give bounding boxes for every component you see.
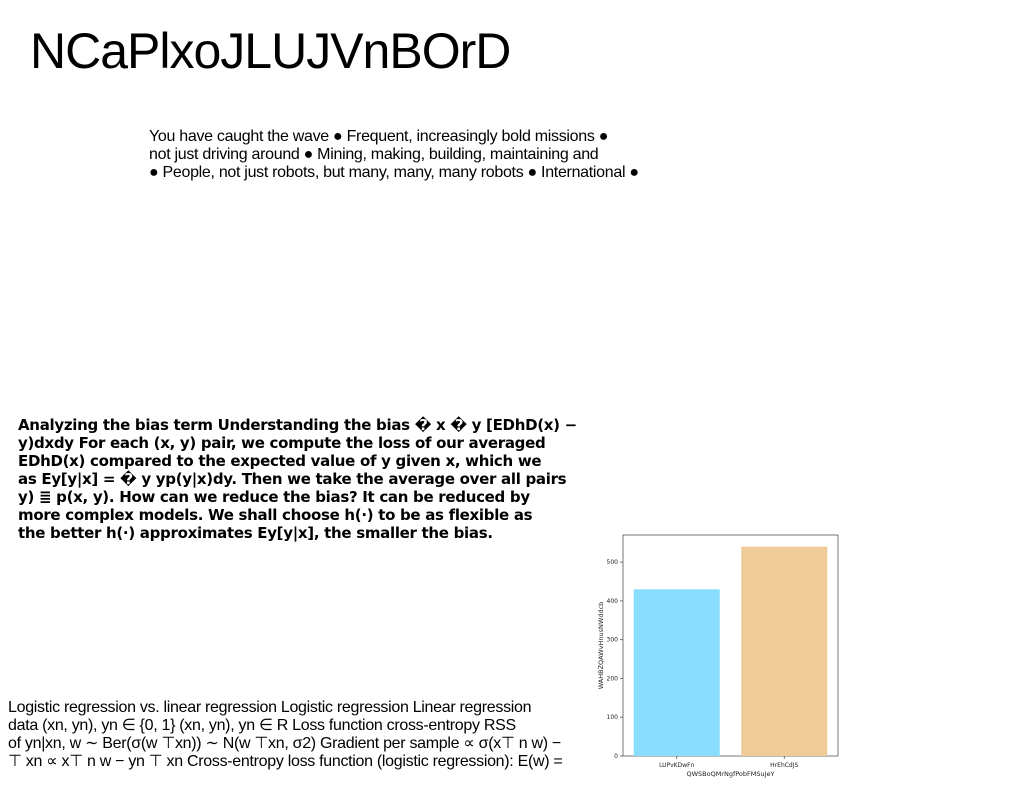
x-tick-label: HrEhCdJS [770, 762, 798, 769]
bias-paragraph: Analyzing the bias term Understanding th… [18, 416, 577, 542]
y-tick-label: 500 [607, 559, 619, 566]
text-line: ⊤ xn ∝ x⊤ n w − yn ⊤ xn Cross-entropy lo… [8, 753, 563, 770]
text-line: You have caught the wave ● Frequent, inc… [149, 128, 609, 145]
x-axis-label: QWSBoQMrNgfPobFMSuJeY [686, 770, 774, 778]
y-tick-label: 400 [607, 598, 619, 605]
bars-layer [633, 546, 828, 756]
text-line: y) ≣ p(x, y). How can we reduce the bias… [18, 488, 530, 506]
text-line: more complex models. We shall choose h(·… [18, 506, 533, 524]
y-axis-label: WAHBZQAWvHnusNWddcb [597, 602, 605, 690]
text-line: of yn|xn, w ∼ Ber(σ(w ⊤xn)) ∼ N(w ⊤xn, σ… [8, 735, 561, 752]
bar-chart: 0 100 200 300 400 500 LUPvKDwFn HrEhCdJS QWSBo… [596, 530, 846, 786]
text-line: as Ey[y|x] = � y yp(y|x)dy. Then we take… [18, 470, 567, 488]
text-line: not just driving around ● Mining, making… [149, 146, 599, 163]
regression-paragraph: Logistic regression vs. linear regressio… [8, 699, 563, 771]
text-line: EDhD(x) compared to the expected value o… [18, 452, 542, 470]
text-line: Logistic regression vs. linear regressio… [8, 699, 532, 716]
bar-HrEhCdJS [741, 546, 828, 756]
y-ticks: 0 100 200 300 400 500 [607, 559, 623, 760]
x-tick-label: LUPvKDwFn [659, 762, 695, 769]
robots-paragraph: You have caught the wave ● Frequent, inc… [149, 128, 639, 182]
text-line: data (xn, yn), yn ∈ {0, 1} (xn, yn), yn … [8, 717, 516, 734]
text-line: Analyzing the bias term Understanding th… [18, 416, 577, 434]
y-tick-label: 100 [607, 714, 619, 721]
bar-LUPvKDwFn [633, 589, 720, 756]
text-line: ● People, not just robots, but many, man… [149, 164, 639, 181]
y-tick-label: 0 [614, 753, 618, 760]
x-ticks: LUPvKDwFn HrEhCdJS [659, 756, 799, 769]
plot-frame [622, 534, 839, 757]
page-title: NCaPlxoJLUJVnBOrD [30, 23, 511, 79]
bar-chart-svg: 0 100 200 300 400 500 LUPvKDwFn HrEhCdJS QWSBo… [597, 534, 839, 778]
y-tick-label: 200 [607, 675, 619, 682]
y-tick-label: 300 [607, 637, 619, 644]
text-line: y)dxdy For each (x, y) pair, we compute … [18, 434, 546, 452]
text-line: the better h(·) approximates Ey[y|x], th… [18, 524, 493, 542]
